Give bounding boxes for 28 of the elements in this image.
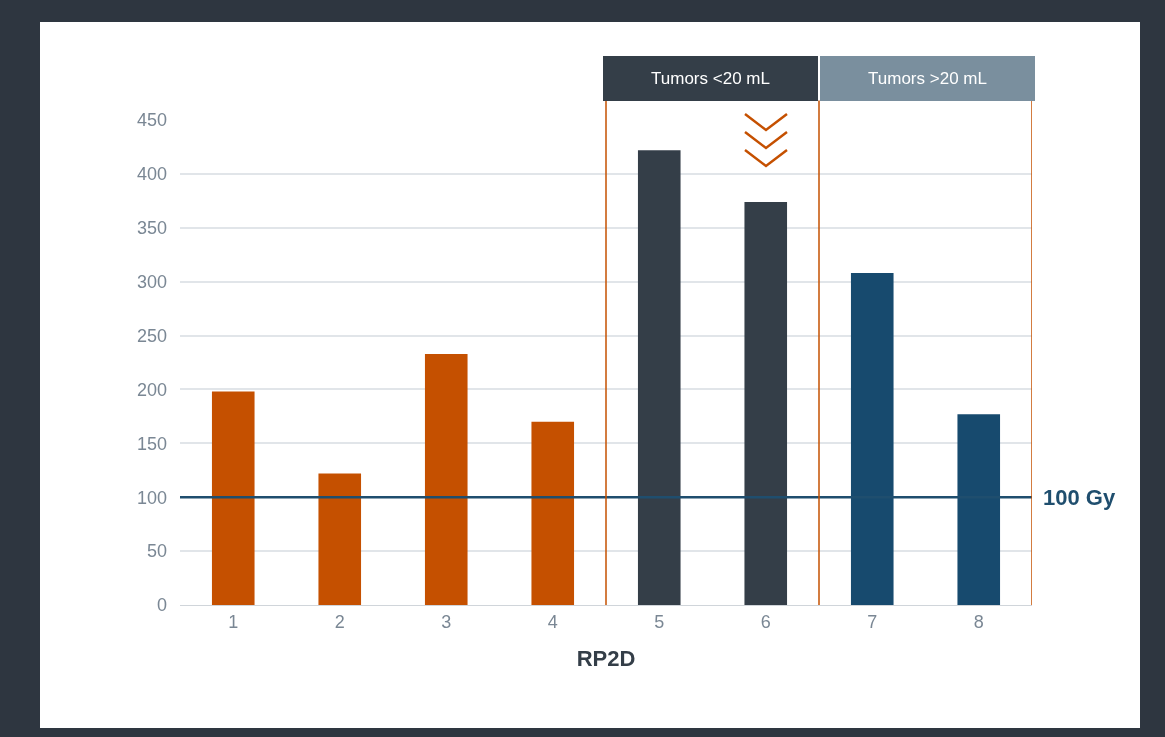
x-tick-label: 5 xyxy=(654,611,665,632)
ref-line-label: 100 Gy xyxy=(1043,485,1116,510)
x-axis-title: RP2D xyxy=(576,646,636,672)
x-tick-label: 2 xyxy=(334,611,345,632)
y-tick-label: 200 xyxy=(136,379,167,400)
y-tick-label: 50 xyxy=(146,541,167,562)
bar xyxy=(211,391,255,605)
bar xyxy=(744,201,788,605)
x-tick-label: 6 xyxy=(760,611,771,632)
x-tick-label: 7 xyxy=(867,611,878,632)
bar xyxy=(637,150,681,605)
x-tick-label: 8 xyxy=(973,611,984,632)
header-box: Tumors >20 mL xyxy=(820,56,1035,101)
x-tick-label: 1 xyxy=(228,611,239,632)
y-tick-label: 300 xyxy=(136,271,167,292)
y-tick-label: 0 xyxy=(156,595,167,616)
header-box: Tumors <20 mL xyxy=(603,56,818,101)
y-tick-label: 350 xyxy=(136,218,167,239)
x-tick-label: 4 xyxy=(547,611,558,632)
y-tick-label: 250 xyxy=(136,325,167,346)
bar xyxy=(318,473,362,605)
y-tick-label: 150 xyxy=(136,433,167,454)
bar xyxy=(531,421,575,605)
x-tick-label: 3 xyxy=(441,611,452,632)
y-tick-label: 100 xyxy=(136,487,167,508)
y-tick-label: 450 xyxy=(136,110,167,131)
bar xyxy=(424,353,468,605)
y-tick-label: 400 xyxy=(136,164,167,185)
